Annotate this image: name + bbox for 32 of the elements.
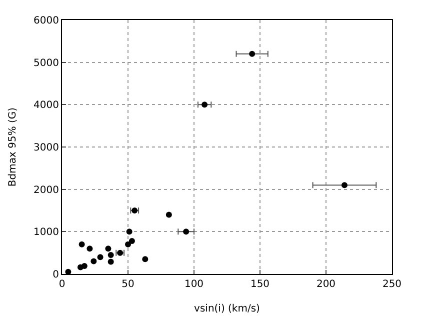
point — [105, 246, 112, 252]
point — [142, 256, 148, 262]
point — [108, 258, 114, 265]
point — [65, 268, 72, 274]
y-tick-label: 5000 — [34, 58, 59, 69]
point — [125, 241, 131, 248]
x-tick-label: 50 — [122, 279, 134, 290]
point — [86, 246, 93, 252]
point — [128, 238, 135, 244]
y-tick-label: 0 — [52, 270, 59, 280]
y-tick-label: 4000 — [34, 100, 59, 112]
point — [183, 228, 190, 235]
point — [126, 228, 132, 235]
point — [108, 252, 114, 258]
x-tick-label: 150 — [250, 279, 270, 290]
x-tick-label: 250 — [382, 279, 402, 290]
x-tick-label: 200 — [316, 279, 336, 290]
point — [81, 262, 88, 269]
point — [97, 254, 104, 260]
y-axis-title: Bdmax 95% (G) — [8, 107, 19, 187]
point — [202, 102, 208, 108]
point — [249, 50, 256, 57]
point — [166, 212, 172, 218]
x-axis-title: vsin(i) (km/s) — [194, 304, 260, 314]
x-tick-label: 100 — [184, 279, 204, 290]
y-tick-label: 1000 — [34, 227, 59, 238]
point — [90, 258, 97, 264]
point — [341, 182, 348, 188]
y-tick-label: 3000 — [34, 142, 59, 154]
y-tick-label: 6000 — [34, 16, 59, 26]
y-tick-label: 2000 — [34, 184, 59, 196]
point — [78, 241, 85, 248]
